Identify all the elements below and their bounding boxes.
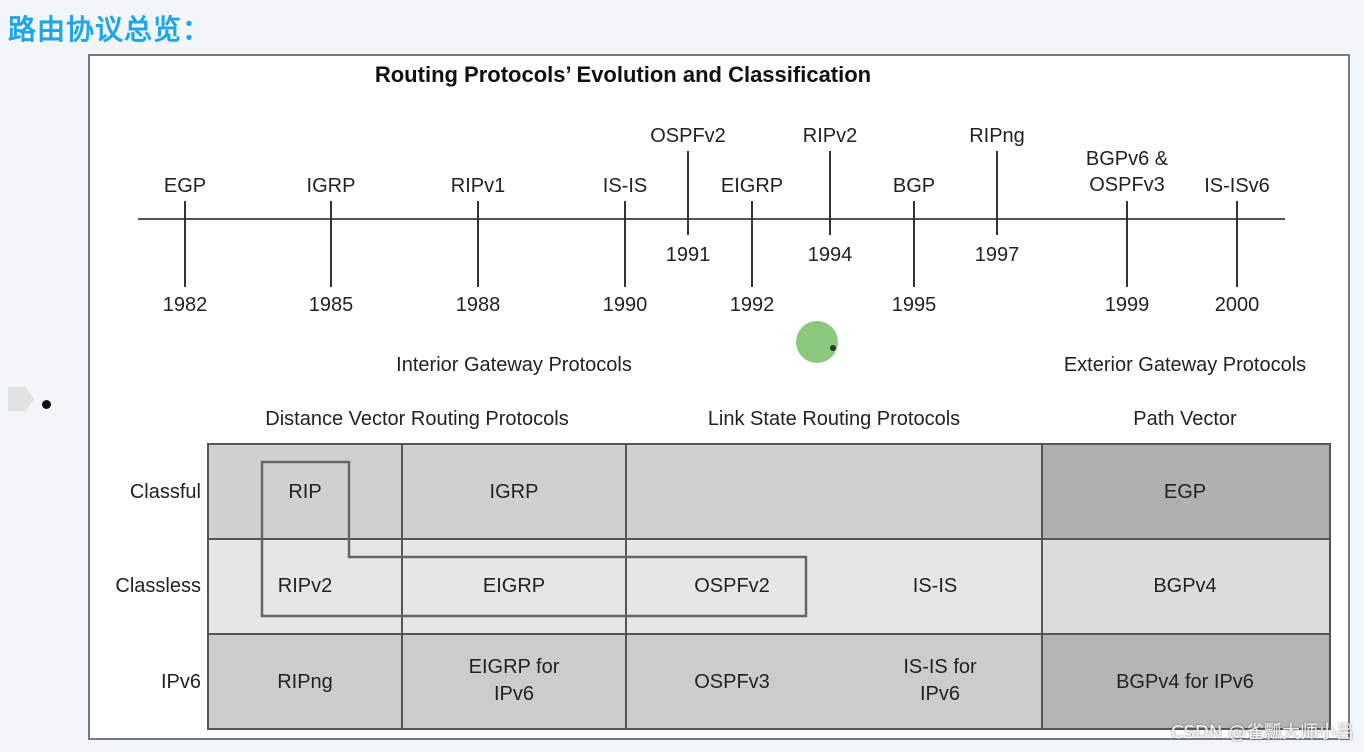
timeline-year: 1995 — [892, 294, 937, 316]
cell-egp-bg — [1042, 444, 1330, 539]
cell-bgpv4-ipv6-bg — [1042, 634, 1330, 729]
table-border — [207, 443, 1331, 730]
slide-arrow-icon — [8, 387, 34, 411]
csdn-watermark: CSDN @雀瓢大师小吕 — [1170, 722, 1354, 743]
cell-bgpv4-bg — [1042, 539, 1330, 634]
table-cell: OSPFv2 — [694, 575, 770, 597]
timeline-year: 2000 — [1215, 294, 1260, 316]
rip-group-outline — [260, 460, 808, 618]
timeline-name: BGPv6 & OSPFv3 — [1086, 148, 1169, 196]
table-cell: EGP — [1164, 481, 1206, 503]
column-header: Link State Routing Protocols — [708, 408, 960, 430]
bullet-dot — [42, 400, 51, 409]
timeline-name: EIGRP — [721, 175, 783, 197]
row-header: Classful — [130, 481, 201, 503]
table-cell: RIP — [288, 481, 321, 503]
row-header: IPv6 — [161, 671, 201, 693]
timeline-year: 1997 — [975, 244, 1020, 266]
timeline-name: OSPFv2 — [650, 125, 726, 147]
timeline-name: EGP — [164, 175, 206, 197]
table-cell: RIPng — [277, 671, 333, 693]
timeline-name: BGP — [893, 175, 935, 197]
timeline-year: 1994 — [808, 244, 853, 266]
timeline-year: 1985 — [309, 294, 354, 316]
table-cell: EIGRP — [483, 575, 545, 597]
timeline-year: 1990 — [603, 294, 648, 316]
table-cell: EIGRP for IPv6 — [469, 656, 560, 705]
timeline-year: 1988 — [456, 294, 501, 316]
table-cell: RIPv2 — [278, 575, 332, 597]
table-cell: IS-IS for IPv6 — [903, 656, 977, 705]
timeline-name: IGRP — [307, 175, 356, 197]
interior-gateway-label: Interior Gateway Protocols — [396, 354, 632, 376]
timeline-year: 1982 — [163, 294, 208, 316]
pointer-dot — [796, 321, 838, 363]
row-header: Classless — [115, 575, 201, 597]
table-cell: BGPv4 for IPv6 — [1116, 671, 1254, 693]
timeline-name: RIPv2 — [803, 125, 857, 147]
timeline-name: IS-IS — [603, 175, 647, 197]
exterior-gateway-label: Exterior Gateway Protocols — [1064, 354, 1306, 376]
timeline-name: IS-ISv6 — [1204, 175, 1270, 197]
timeline-year: 1999 — [1105, 294, 1150, 316]
column-header: Path Vector — [1133, 408, 1237, 430]
timeline-year: 1991 — [666, 244, 711, 266]
diagram-title: Routing Protocols’ Evolution and Classif… — [375, 62, 871, 87]
pointer-dot-center — [830, 345, 836, 351]
column-header: Distance Vector Routing Protocols — [265, 408, 569, 430]
timeline-year: 1992 — [730, 294, 775, 316]
page-heading: 路由协议总览： — [8, 13, 212, 46]
timeline-name: RIPng — [969, 125, 1025, 147]
table-cell: OSPFv3 — [694, 671, 770, 693]
table-cell: IGRP — [490, 481, 539, 503]
timeline-name: RIPv1 — [451, 175, 505, 197]
table-cell: BGPv4 — [1153, 575, 1216, 597]
table-cell: IS-IS — [913, 575, 957, 597]
